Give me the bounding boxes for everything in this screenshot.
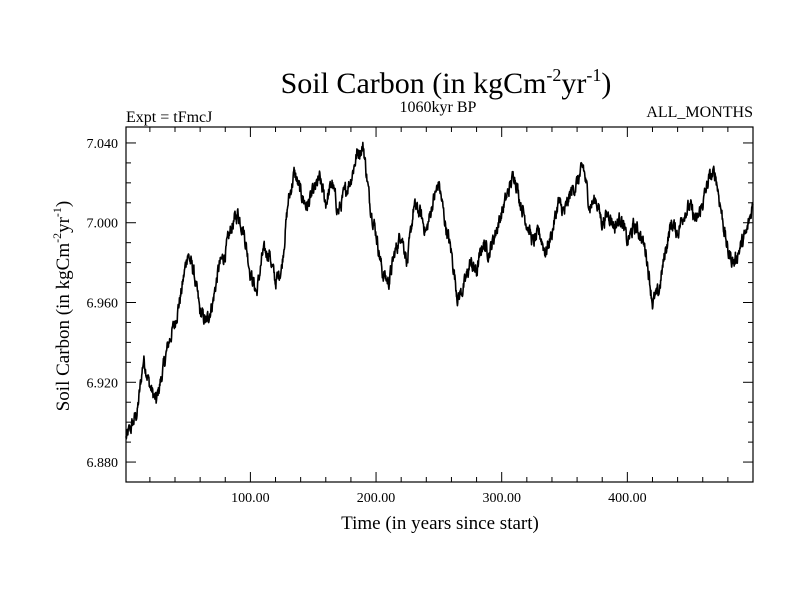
y-tick-label: 6.960 (87, 297, 119, 312)
chart-title-main: Soil Carbon (in kgCm (281, 67, 547, 100)
y-axis-label-exp2: -1 (50, 207, 64, 217)
chart-title-close: ) (601, 67, 611, 100)
chart-title-exp2: -1 (586, 65, 601, 85)
chart-title-mid: yr (561, 67, 586, 100)
y-axis-label: Soil Carbon (in kgCm-2yr-1) (50, 201, 74, 412)
y-axis-label-mid: yr (53, 216, 74, 233)
y-tick-label: 6.880 (87, 456, 119, 471)
tick-marks (126, 127, 753, 482)
y-axis-label-main: Soil Carbon (in kgCm (53, 243, 74, 412)
series-line-soil-carbon (125, 141, 754, 440)
tick-labels: 100.00 200.00 300.00 400.00 6.880 6.920 6.960 7… (87, 137, 647, 506)
chart-title: Soil Carbon (in kgCm-2yr-1) (281, 65, 612, 100)
months-label: ALL_MONTHS (646, 104, 753, 121)
y-tick-label: 6.920 (87, 376, 119, 391)
experiment-label: Expt = tFmcJ (126, 109, 212, 126)
x-tick-label: 300.00 (482, 491, 521, 506)
x-tick-label: 200.00 (357, 491, 396, 506)
x-tick-label: 400.00 (608, 491, 647, 506)
y-tick-label: 7.000 (87, 217, 119, 232)
x-axis-label: Time (in years since start) (341, 513, 539, 534)
period-label: 1060kyr BP (400, 99, 477, 116)
chart-title-exp1: -2 (546, 65, 561, 85)
y-axis-label-exp1: -2 (50, 233, 64, 243)
y-tick-label: 7.040 (87, 137, 119, 152)
y-axis-label-close: ) (53, 201, 74, 207)
x-tick-label: 100.00 (231, 491, 270, 506)
plot-frame (125, 126, 754, 483)
